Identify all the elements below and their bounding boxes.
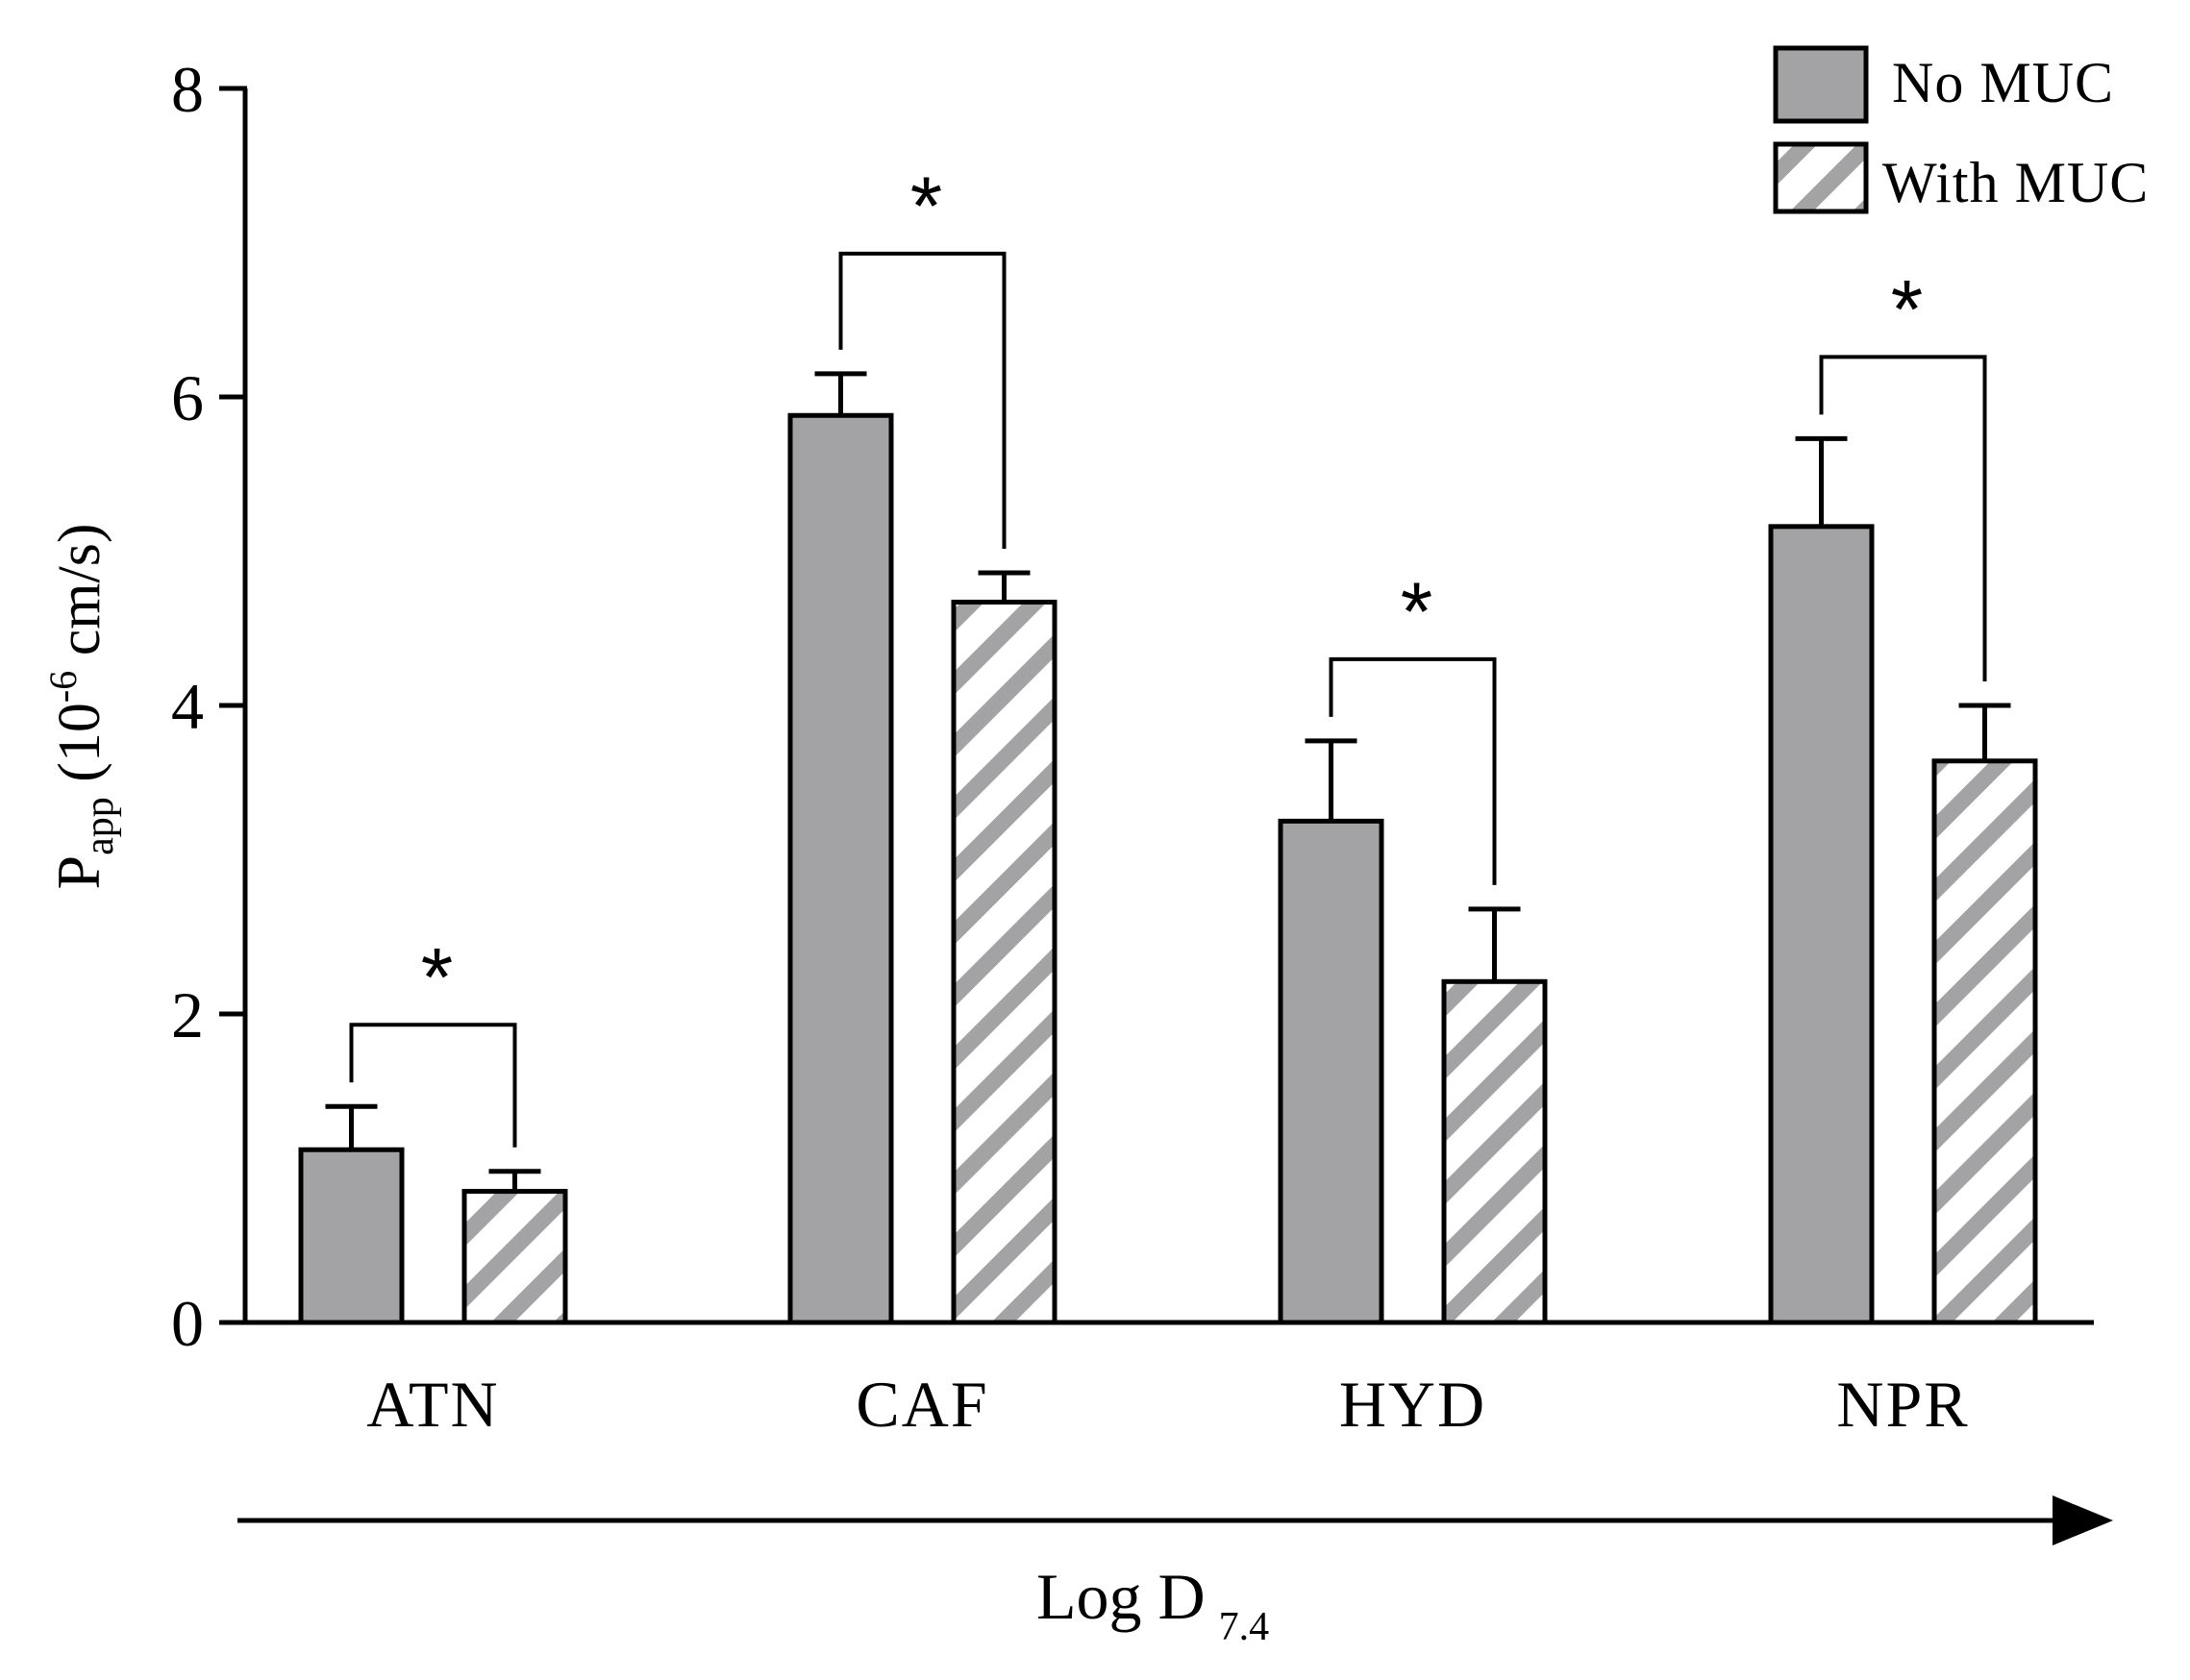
legend-swatch-no-muc [1773, 45, 1869, 124]
y-axis-label: Papp (10-6 cm/s) [41, 524, 122, 890]
legend: No MUC With MUC [1773, 45, 2149, 214]
category-labels: ATN CAF HYD NPR [366, 1368, 1969, 1441]
bar-npr-with-muc [1931, 758, 2038, 1325]
category-label-npr: NPR [1836, 1368, 1969, 1441]
y-ticks: 0 2 4 6 8 [171, 53, 247, 1360]
y-tick-label: 8 [171, 53, 204, 126]
significance-bracket-hyd [1329, 656, 1497, 885]
category-label-caf: CAF [856, 1368, 988, 1441]
bar-caf-with-muc [951, 599, 1058, 1325]
significance-star-atn: * [421, 931, 453, 1024]
category-label-atn: ATN [366, 1368, 499, 1441]
y-tick-label: 4 [171, 670, 204, 743]
significance-star-hyd: * [1401, 566, 1432, 658]
arrow-head [2053, 1495, 2113, 1545]
bar-atn-with-muc [461, 1189, 568, 1325]
significance-bracket-caf [838, 251, 1007, 549]
y-label-sup: -6 [41, 671, 85, 703]
bar-hyd-with-muc [1441, 978, 1548, 1325]
y-label-unit-close: cm/s) [47, 524, 112, 671]
x-label-main: Log D [1036, 1560, 1206, 1633]
legend-swatch-with-muc [1773, 141, 1869, 214]
y-label-main: P [44, 855, 112, 890]
y-tick-label: 6 [171, 361, 204, 434]
y-tick-label: 0 [171, 1287, 204, 1360]
y-label-unit-open: (10 [47, 703, 112, 797]
significance-star-npr: * [1891, 263, 1923, 356]
bar-hyd-no-muc [1278, 818, 1384, 1325]
significance-layer: * * * * [349, 161, 1987, 1148]
y-tick-label: 2 [171, 978, 204, 1051]
category-label-hyd: HYD [1339, 1368, 1486, 1441]
x-label-sub: 7.4 [1219, 1605, 1270, 1649]
bar-atn-no-muc [298, 1147, 405, 1325]
bar-npr-no-muc [1768, 524, 1875, 1325]
x-axis-label: Log D 7.4 [1036, 1560, 1269, 1649]
x-direction-arrow [237, 1495, 2113, 1545]
error-bars-layer [325, 371, 2011, 1192]
y-label-sub: app [78, 797, 122, 855]
bars-layer [298, 412, 2038, 1325]
legend-label-with-muc: With MUC [1882, 151, 2149, 214]
significance-star-caf: * [910, 161, 942, 253]
significance-bracket-npr [1819, 355, 1987, 681]
bar-caf-no-muc [787, 412, 894, 1325]
significance-bracket-atn [349, 1023, 517, 1148]
legend-label-no-muc: No MUC [1892, 51, 2114, 114]
